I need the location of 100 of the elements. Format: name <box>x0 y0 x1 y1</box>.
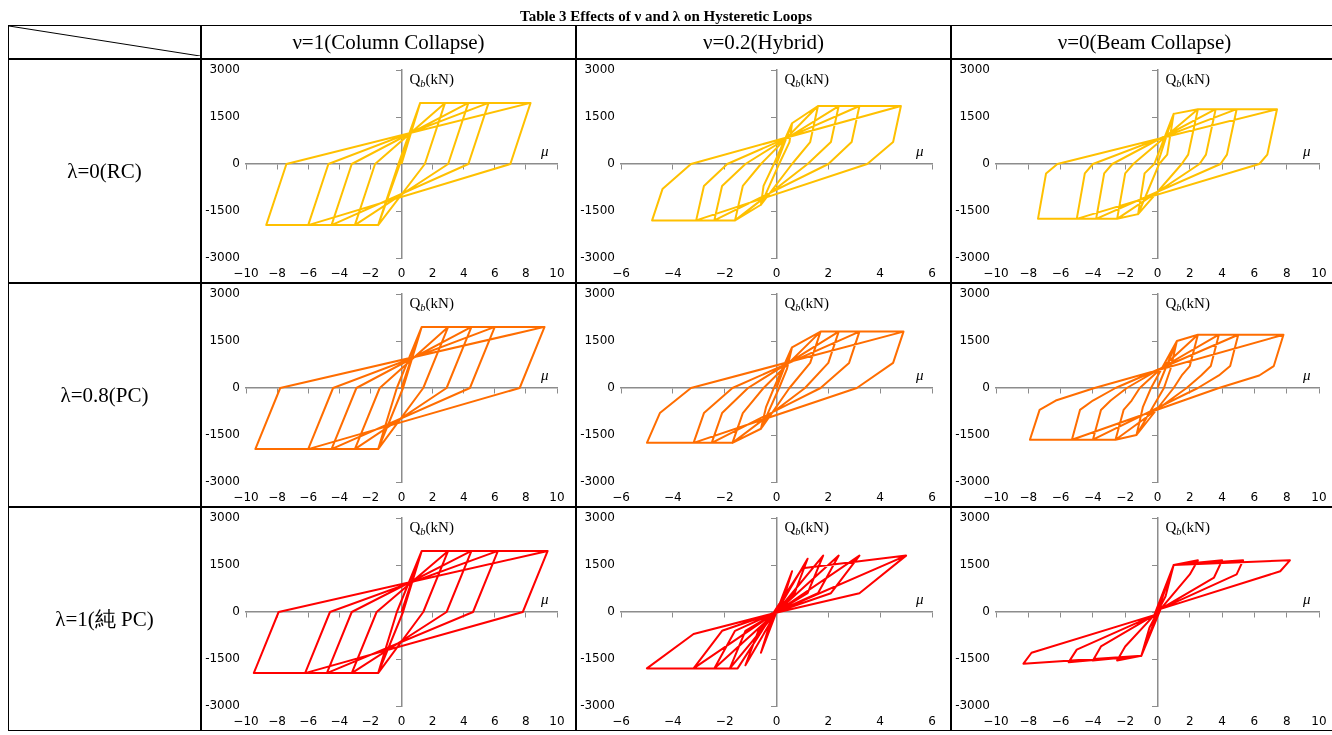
x-tick-label: 4 <box>1218 490 1226 505</box>
x-tick-label: −4 <box>663 490 682 505</box>
x-tick-label: −6 <box>1051 266 1070 281</box>
y-tick-label: 1500 <box>584 109 616 124</box>
x-axis-title: μ <box>540 591 549 607</box>
x-tick-label: −8 <box>1019 490 1038 505</box>
y-tick-label: -1500 <box>955 651 991 666</box>
y-tick-label: 3000 <box>584 286 616 301</box>
x-tick-label: 0 <box>397 266 406 281</box>
y-tick-label: 1500 <box>209 333 241 348</box>
y-tick-label: 0 <box>232 156 241 171</box>
y-tick-label: 0 <box>982 380 991 395</box>
text: λ=1(純 PC) <box>8 507 201 731</box>
x-tick-label: −8 <box>1019 714 1038 729</box>
x-tick-label: −6 <box>612 266 630 281</box>
x-tick-label: 2 <box>824 490 833 505</box>
x-tick-label: −10 <box>233 714 259 729</box>
x-tick-label: 0 <box>397 714 406 729</box>
x-tick-label: 2 <box>428 714 437 729</box>
y-tick-label: 3000 <box>959 62 991 77</box>
x-tick-label: 4 <box>876 490 884 505</box>
y-tick-label: 3000 <box>209 62 241 77</box>
x-tick-label: 0 <box>1153 266 1162 281</box>
y-tick-label: -1500 <box>955 203 991 218</box>
x-tick-label: 2 <box>1185 490 1194 505</box>
y-tick-label: -3000 <box>580 698 616 713</box>
y-tick-label: -3000 <box>580 250 616 265</box>
x-tick-label: −4 <box>1084 714 1102 729</box>
y-tick-label: 0 <box>607 604 616 619</box>
x-tick-label: 6 <box>928 266 936 281</box>
y-tick-label: 3000 <box>584 62 616 77</box>
x-tick-label: −6 <box>1051 490 1070 505</box>
y-tick-label: 1500 <box>209 109 241 124</box>
x-tick-label: 10 <box>1311 714 1327 729</box>
y-tick-label: -3000 <box>205 698 241 713</box>
x-tick-label: −10 <box>983 714 1009 729</box>
x-tick-label: −10 <box>233 490 259 505</box>
y-tick-label: -1500 <box>205 427 241 442</box>
y-tick-label: -3000 <box>205 250 241 265</box>
x-tick-label: 2 <box>428 490 437 505</box>
y-tick-label: -1500 <box>205 203 241 218</box>
x-tick-label: 4 <box>459 490 468 505</box>
x-axis-title: μ <box>915 143 924 159</box>
y-tick-label: 3000 <box>209 286 241 301</box>
x-tick-label: 10 <box>1311 490 1327 505</box>
x-tick-label: −2 <box>1116 490 1135 505</box>
x-tick-label: −6 <box>299 490 318 505</box>
y-tick-label: 1500 <box>584 557 616 572</box>
x-axis-title: μ <box>1302 143 1311 159</box>
x-tick-label: 6 <box>928 714 936 729</box>
x-tick-label: −6 <box>299 714 318 729</box>
x-tick-label: −2 <box>1116 266 1135 281</box>
x-tick-label: 6 <box>490 266 499 281</box>
x-tick-label: −10 <box>233 266 259 281</box>
x-tick-label: −2 <box>715 266 734 281</box>
x-tick-label: 8 <box>1282 714 1291 729</box>
x-axis-title: μ <box>1302 591 1311 607</box>
x-axis-title: μ <box>540 367 549 383</box>
x-tick-label: −2 <box>715 714 734 729</box>
x-tick-label: 4 <box>1218 266 1226 281</box>
x-tick-label: 0 <box>772 490 781 505</box>
x-tick-label: 4 <box>459 266 468 281</box>
y-tick-label: 3000 <box>584 510 616 525</box>
x-tick-label: 0 <box>1153 490 1162 505</box>
x-tick-label: −4 <box>663 714 682 729</box>
x-tick-label: 8 <box>1282 266 1291 281</box>
x-axis-title: μ <box>915 367 924 383</box>
x-tick-label: 4 <box>1218 714 1226 729</box>
x-axis-title: μ <box>915 591 924 607</box>
x-tick-label: 2 <box>1185 714 1194 729</box>
y-tick-label: 1500 <box>584 333 616 348</box>
y-tick-label: -3000 <box>955 698 991 713</box>
x-tick-label: −2 <box>361 490 380 505</box>
text: ν=0.2(Hybrid) <box>576 25 951 59</box>
x-tick-label: −10 <box>983 490 1009 505</box>
y-tick-label: 1500 <box>959 333 991 348</box>
x-tick-label: −4 <box>330 714 349 729</box>
y-tick-label: 3000 <box>959 510 991 525</box>
x-axis-title: μ <box>540 143 549 159</box>
x-tick-label: 2 <box>824 266 833 281</box>
x-tick-label: 0 <box>397 490 406 505</box>
x-tick-label: 2 <box>1185 266 1194 281</box>
x-axis-title: μ <box>1302 367 1311 383</box>
text: λ=0.8(PC) <box>8 283 201 507</box>
x-tick-label: 8 <box>522 490 530 505</box>
y-tick-label: -1500 <box>580 651 616 666</box>
y-tick-label: 1500 <box>959 109 991 124</box>
y-tick-label: -3000 <box>955 474 991 489</box>
x-tick-label: −2 <box>361 266 380 281</box>
x-tick-label: −4 <box>330 266 349 281</box>
x-tick-label: 10 <box>1311 266 1327 281</box>
x-tick-label: 6 <box>1250 490 1259 505</box>
y-tick-label: 0 <box>982 156 991 171</box>
x-tick-label: 6 <box>490 714 499 729</box>
text: ν=0(Beam Collapse) <box>951 25 1332 59</box>
x-tick-label: −6 <box>1051 714 1070 729</box>
x-tick-label: −6 <box>299 266 318 281</box>
x-tick-label: −10 <box>983 266 1009 281</box>
y-tick-label: 0 <box>982 604 991 619</box>
x-tick-label: −2 <box>1116 714 1135 729</box>
